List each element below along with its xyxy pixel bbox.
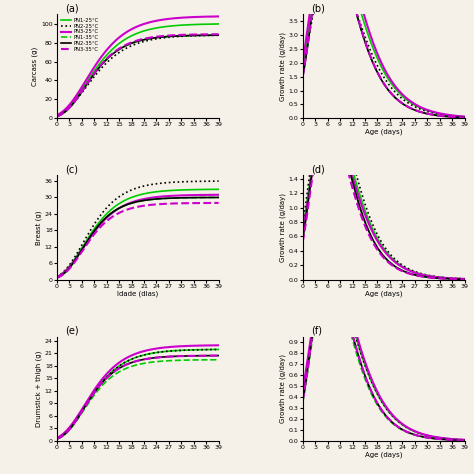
Text: (a): (a) [65,3,79,13]
Y-axis label: Growth rate (g/day): Growth rate (g/day) [280,354,286,423]
X-axis label: Age (days): Age (days) [365,290,402,297]
X-axis label: Idade (dias): Idade (dias) [117,290,158,297]
Y-axis label: Drumstick + thigh (g): Drumstick + thigh (g) [36,351,42,427]
Text: (e): (e) [65,326,79,336]
Text: (d): (d) [311,165,325,175]
Y-axis label: Growth rate (g/day): Growth rate (g/day) [280,193,286,262]
Y-axis label: Carcass (g): Carcass (g) [32,46,38,86]
Text: (f): (f) [311,326,322,336]
Legend: PN1-25°C, PN2-25°C, PN3-25°C, PN1-35°C, PN2-35°C, PN3-35°C: PN1-25°C, PN2-25°C, PN3-25°C, PN1-35°C, … [60,17,100,53]
Y-axis label: Breast (g): Breast (g) [36,210,42,245]
X-axis label: Age (days): Age (days) [365,451,402,458]
Text: (c): (c) [65,165,78,175]
Y-axis label: Growth rate (g/day): Growth rate (g/day) [280,32,286,101]
Text: (b): (b) [311,3,325,13]
X-axis label: Age (days): Age (days) [365,129,402,135]
